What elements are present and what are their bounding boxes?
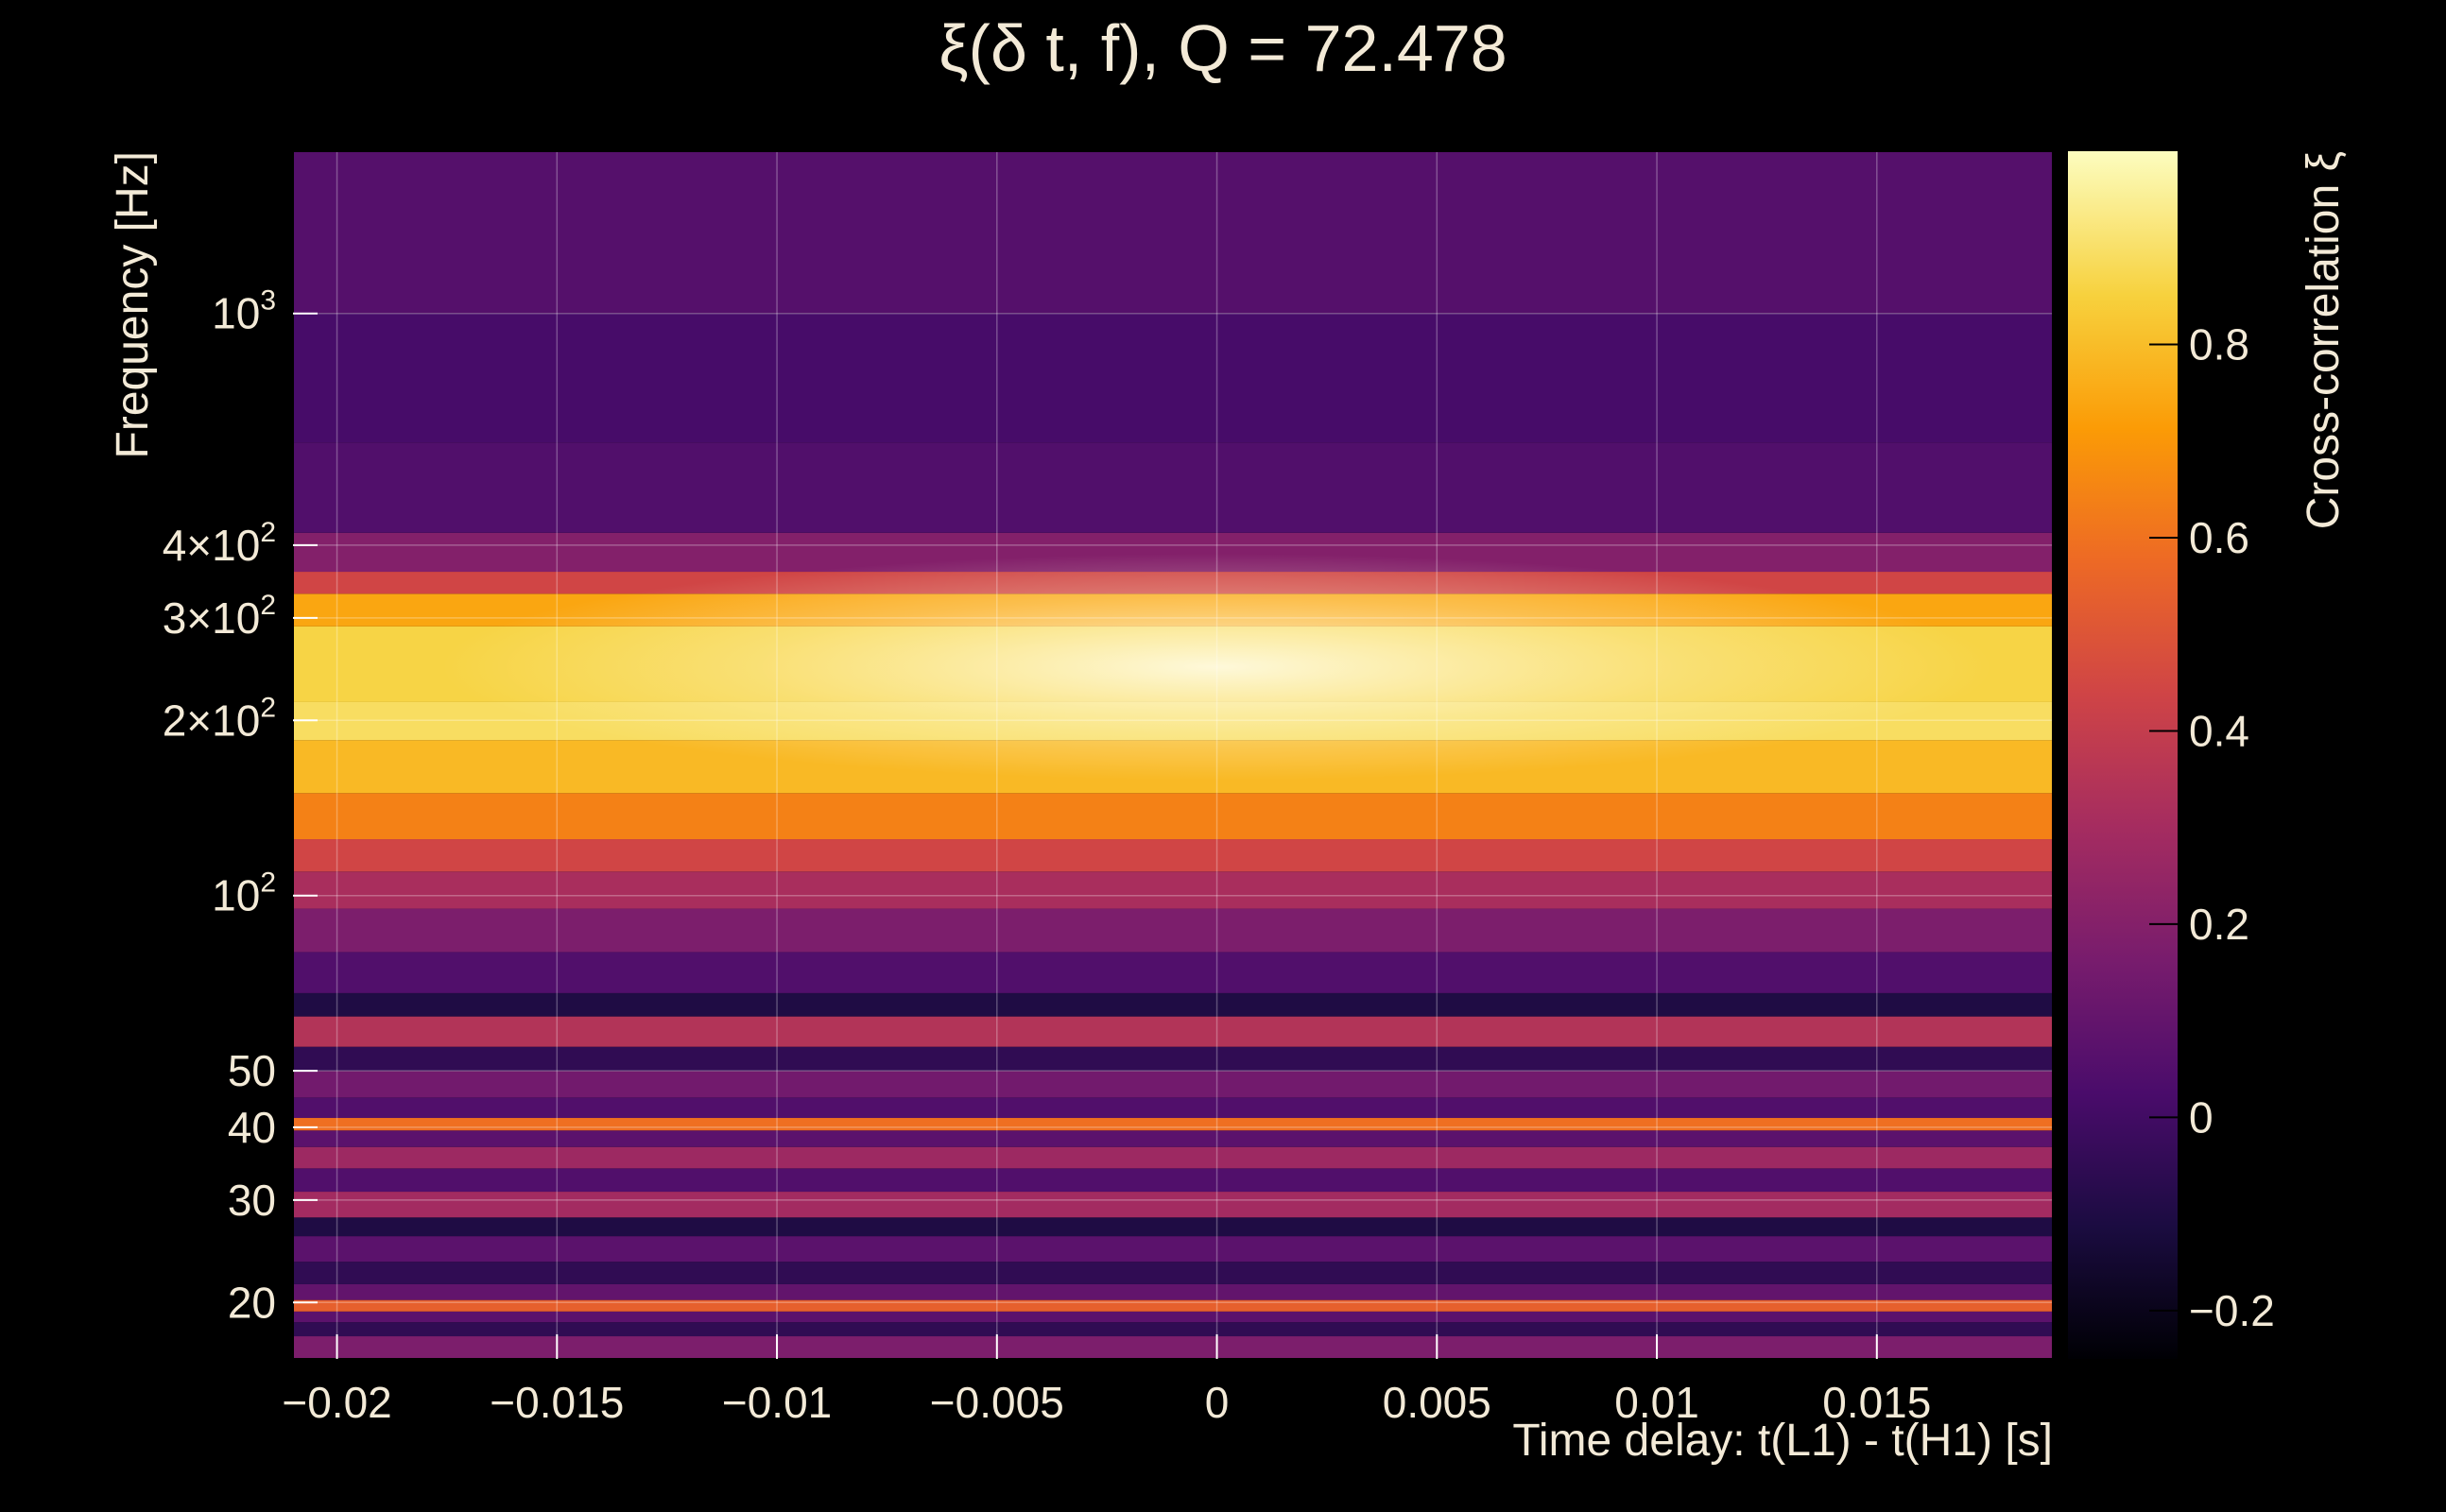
heatmap-band: [293, 1168, 2053, 1193]
chart-title: ξ(δ t, f), Q = 72.478: [939, 11, 1507, 85]
colorbar-ticks: 0.8 0.6 0.4 0.2 0 −0.2: [2149, 319, 2275, 1335]
heatmap-band: [293, 1283, 2053, 1300]
y-tick-label: 20: [228, 1278, 276, 1327]
x-tick-label: 0: [1205, 1378, 1230, 1427]
colorbar-tick-label: 0: [2189, 1092, 2213, 1142]
grid-lines: [293, 151, 2053, 1359]
heatmap-band: [293, 1217, 2053, 1237]
heatmap-band: [293, 1236, 2053, 1263]
colorbar: [2068, 151, 2178, 1359]
heatmap-band: [293, 992, 2053, 1017]
heatmap-band: [293, 151, 2053, 314]
heatmap-band: [293, 1262, 2053, 1284]
heatmap-bands: [293, 151, 2053, 1359]
heatmap-band: [293, 1311, 2053, 1323]
colorbar-tick-label: 0.4: [2189, 706, 2249, 755]
heatmap-band: [293, 1046, 2053, 1072]
heatmap-band: [293, 442, 2053, 533]
heatmap-band: [293, 1130, 2053, 1147]
heatmap-band: [293, 1192, 2053, 1218]
colorbar-tick-label: 0.6: [2189, 513, 2249, 562]
heatmap-band: [293, 1146, 2053, 1169]
heatmap-band: [293, 839, 2053, 872]
x-tick-label: 0.005: [1383, 1378, 1491, 1427]
y-tick-label: 4×102: [163, 517, 276, 570]
heatmap-band: [293, 871, 2053, 909]
plot-frame: [292, 150, 2054, 1360]
heatmap-band: [293, 1336, 2053, 1359]
heatmap-band: [293, 952, 2053, 993]
heatmap-band: [293, 1071, 2053, 1098]
colorbar-title: Cross-correlation ξ: [2299, 151, 2349, 529]
x-tick-label: −0.02: [282, 1378, 391, 1427]
y-tick-label: 2×102: [163, 692, 276, 745]
colorbar-tick-label: 0.2: [2189, 900, 2249, 949]
colorbar-tick-label: 0.8: [2189, 319, 2249, 369]
y-tick-label: 30: [228, 1176, 276, 1225]
heatmap-band: [293, 1016, 2053, 1047]
heatmap-band: [293, 1299, 2053, 1312]
y-tick-label: 3×102: [163, 590, 276, 643]
colorbar-tick-label: −0.2: [2189, 1286, 2275, 1335]
x-axis-title: Time delay: t(L1) - t(H1) [s]: [1512, 1416, 2053, 1466]
heatmap-band: [293, 1097, 2053, 1119]
x-tick-label: −0.005: [930, 1378, 1064, 1427]
x-axis-ticks: −0.02 −0.015 −0.01 −0.005 0 0.005 0.01 0.015: [282, 1334, 1931, 1427]
y-tick-label: 102: [212, 868, 276, 920]
heatmap-band: [293, 908, 2053, 953]
x-tick-label: 0.015: [1822, 1378, 1931, 1427]
peak-correlation-glow: [441, 553, 1992, 781]
y-tick-label: 103: [212, 285, 276, 338]
y-axis-ticks: 20 30 40 50 102 2×102 3×102 4×102 103: [163, 285, 318, 1327]
x-tick-label: 0.01: [1614, 1378, 1699, 1427]
heatmap-band: [293, 1322, 2053, 1337]
heatmap-band: [293, 1118, 2053, 1131]
heatmap-band: [293, 793, 2053, 840]
y-tick-label: 40: [228, 1103, 276, 1152]
x-tick-label: −0.01: [722, 1378, 832, 1427]
y-tick-label: 50: [228, 1046, 276, 1095]
x-tick-label: −0.015: [490, 1378, 624, 1427]
heatmap-band: [293, 313, 2053, 443]
y-axis-title: Frequency [Hz]: [108, 151, 158, 458]
